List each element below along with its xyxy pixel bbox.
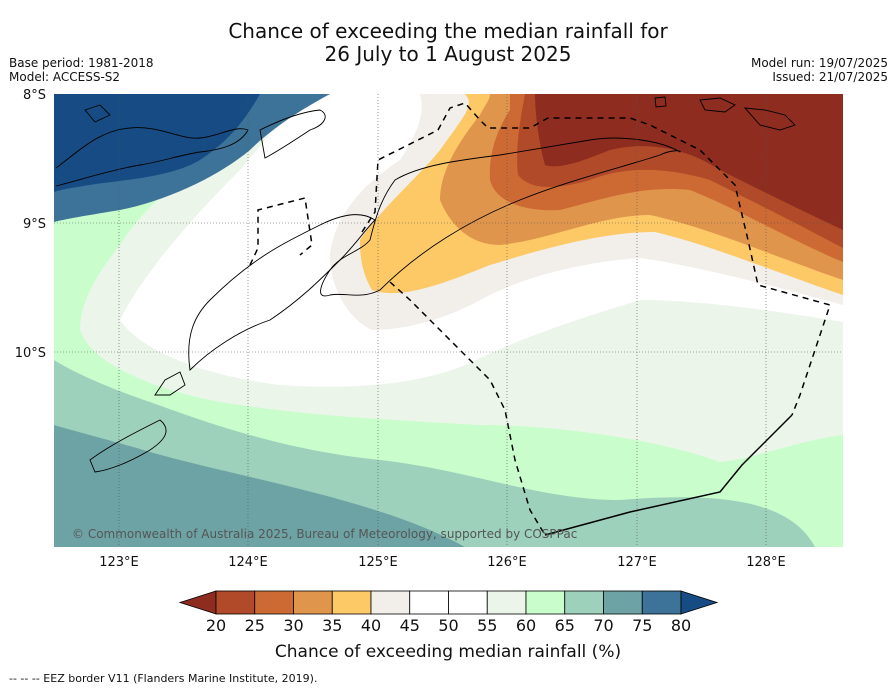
lat-label-10s: 10°S [15,346,46,361]
colorbar-swatch [603,590,643,615]
colorbar-swatch [641,590,682,615]
eez-footnote: -- -- -- EEZ border V11 (Flanders Marine… [9,672,318,685]
colorbar-tick-label: 50 [438,616,458,635]
colorbar-tick-label: 75 [632,616,652,635]
title-line-2: 26 July to 1 August 2025 [324,42,572,66]
colorbar [178,590,719,615]
colorbar-swatch [525,590,566,615]
colorbar-tick-label: 70 [593,616,613,635]
colorbar-extend-low [178,590,217,615]
colorbar-swatch [215,590,256,615]
base-period: Base period: 1981-2018 [9,56,154,70]
colorbar-swatch [486,590,527,615]
lon-label-126e: 126°E [487,555,527,570]
colorbar-tick-label: 45 [400,616,420,635]
colorbar-label: Chance of exceeding median rainfall (%) [275,642,621,662]
colorbar-tick-label: 20 [206,616,226,635]
model-run: Model run: 19/07/2025 [750,56,888,70]
colorbar-swatch [293,590,333,615]
lat-label-8s: 8°S [23,88,46,103]
lat-label-9s: 9°S [23,217,46,232]
colorbar-swatch [564,590,604,615]
issued-date: Issued: 21/07/2025 [772,70,888,84]
model-name: Model: ACCESS-S2 [9,70,121,84]
meta-left: Base period: 1981-2018 Model: ACCESS-S2 [9,56,154,84]
colorbar-tick-label: 65 [555,616,575,635]
rainfall-map [54,94,843,547]
lon-label-127e: 127°E [617,555,657,570]
colorbar-tick-label: 55 [477,616,497,635]
lon-label-125e: 125°E [358,555,398,570]
colorbar-swatch [448,590,488,615]
colorbar-ticks: 20 25 30 35 40 45 50 55 60 65 70 75 80 [206,616,691,635]
graticule [54,94,843,547]
colorbar-tick-label: 40 [361,616,381,635]
colorbar-tick-label: 30 [283,616,303,635]
colorbar-tick-label: 80 [671,616,691,635]
colorbar-tick-label: 25 [245,616,265,635]
island-outlines [55,96,796,473]
colorbar-tick-label: 60 [516,616,536,635]
colorbar-swatch [370,590,411,615]
colorbar-tick-label: 35 [322,616,342,635]
colorbar-swatch [254,590,294,615]
lon-labels: 123°E 124°E 125°E 126°E 127°E 128°E [99,555,786,570]
eez-border [249,102,831,536]
chart-title: Chance of exceeding the median rainfall … [0,20,896,66]
lon-label-124e: 124°E [228,555,268,570]
lon-label-128e: 128°E [746,555,786,570]
lon-label-123e: 123°E [99,555,139,570]
colorbar-swatch [331,590,372,615]
colorbar-extend-high [680,590,719,615]
band-80 [54,94,260,192]
title-line-1: Chance of exceeding the median rainfall … [228,19,668,43]
meta-right: Model run: 19/07/2025 Issued: 21/07/2025 [751,56,888,84]
copyright-text: © Commonwealth of Australia 2025, Bureau… [72,527,577,541]
colorbar-swatch [409,590,449,615]
lat-labels: 8°S 9°S 10°S [15,88,46,361]
